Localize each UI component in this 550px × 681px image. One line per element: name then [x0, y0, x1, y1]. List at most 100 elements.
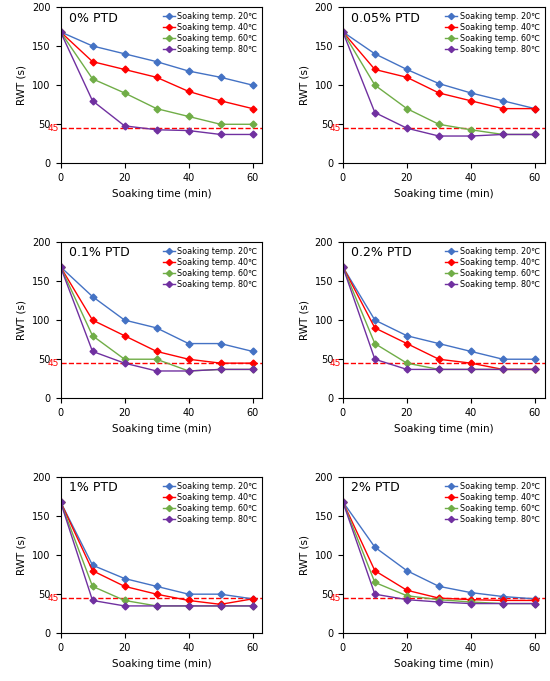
Line: Soaking temp. 80℃: Soaking temp. 80℃	[340, 499, 537, 606]
X-axis label: Soaking time (min): Soaking time (min)	[394, 424, 493, 434]
Y-axis label: RWT (s): RWT (s)	[16, 535, 27, 575]
Soaking temp. 40℃	[436, 355, 442, 364]
Soaking temp. 80℃	[249, 365, 256, 373]
Soaking temp. 60℃	[121, 355, 128, 364]
Soaking temp. 60℃	[249, 121, 256, 129]
Soaking temp. 20℃	[249, 347, 256, 355]
Line: Soaking temp. 40℃: Soaking temp. 40℃	[58, 264, 255, 366]
Soaking temp. 80℃	[121, 602, 128, 610]
Soaking temp. 60℃	[532, 599, 538, 607]
Line: Soaking temp. 60℃: Soaking temp. 60℃	[340, 264, 537, 372]
Soaking temp. 80℃	[89, 597, 96, 605]
Legend: Soaking temp. 20℃, Soaking temp. 40℃, Soaking temp. 60℃, Soaking temp. 80℃: Soaking temp. 20℃, Soaking temp. 40℃, So…	[162, 481, 258, 524]
Soaking temp. 40℃	[217, 600, 224, 608]
Soaking temp. 40℃	[532, 105, 538, 113]
Soaking temp. 60℃	[57, 263, 64, 271]
Y-axis label: RWT (s): RWT (s)	[16, 300, 27, 340]
X-axis label: Soaking time (min): Soaking time (min)	[112, 189, 211, 199]
Legend: Soaking temp. 20℃, Soaking temp. 40℃, Soaking temp. 60℃, Soaking temp. 80℃: Soaking temp. 20℃, Soaking temp. 40℃, So…	[162, 246, 258, 289]
Soaking temp. 80℃	[89, 97, 96, 105]
Soaking temp. 20℃	[217, 340, 224, 348]
Soaking temp. 80℃	[468, 132, 474, 140]
Soaking temp. 20℃	[57, 28, 64, 36]
Soaking temp. 20℃	[339, 263, 346, 271]
Soaking temp. 40℃	[185, 597, 192, 605]
Soaking temp. 20℃	[153, 58, 160, 66]
Soaking temp. 40℃	[153, 590, 160, 598]
Soaking temp. 60℃	[404, 105, 410, 113]
Line: Soaking temp. 80℃: Soaking temp. 80℃	[58, 264, 255, 373]
Text: 2% PTD: 2% PTD	[351, 481, 400, 494]
Soaking temp. 20℃	[404, 567, 410, 575]
Soaking temp. 60℃	[468, 126, 474, 134]
Soaking temp. 40℃	[217, 359, 224, 367]
Soaking temp. 60℃	[436, 121, 442, 129]
Soaking temp. 60℃	[532, 130, 538, 138]
Soaking temp. 40℃	[217, 97, 224, 105]
Soaking temp. 20℃	[372, 316, 378, 324]
X-axis label: Soaking time (min): Soaking time (min)	[394, 189, 493, 199]
Soaking temp. 60℃	[89, 582, 96, 590]
Soaking temp. 80℃	[185, 602, 192, 610]
Soaking temp. 60℃	[499, 365, 506, 373]
Soaking temp. 80℃	[499, 599, 506, 607]
Soaking temp. 60℃	[532, 365, 538, 373]
Soaking temp. 40℃	[532, 365, 538, 373]
Soaking temp. 40℃	[89, 567, 96, 575]
Soaking temp. 80℃	[121, 122, 128, 130]
Line: Soaking temp. 40℃: Soaking temp. 40℃	[340, 264, 537, 372]
Soaking temp. 20℃	[339, 498, 346, 506]
Soaking temp. 80℃	[153, 602, 160, 610]
Soaking temp. 80℃	[339, 263, 346, 271]
Line: Soaking temp. 20℃: Soaking temp. 20℃	[340, 29, 537, 111]
Soaking temp. 20℃	[57, 498, 64, 506]
Soaking temp. 80℃	[217, 365, 224, 373]
Soaking temp. 60℃	[372, 340, 378, 348]
Soaking temp. 60℃	[249, 365, 256, 373]
Soaking temp. 80℃	[372, 355, 378, 364]
Soaking temp. 80℃	[249, 602, 256, 610]
Text: 45: 45	[47, 124, 58, 133]
Line: Soaking temp. 80℃: Soaking temp. 80℃	[58, 29, 255, 137]
Soaking temp. 80℃	[468, 365, 474, 373]
Soaking temp. 80℃	[339, 498, 346, 506]
Soaking temp. 40℃	[436, 89, 442, 97]
Line: Soaking temp. 20℃: Soaking temp. 20℃	[58, 29, 255, 88]
Text: 0.2% PTD: 0.2% PTD	[351, 247, 411, 259]
Soaking temp. 20℃	[121, 574, 128, 582]
Soaking temp. 20℃	[372, 50, 378, 58]
Soaking temp. 60℃	[185, 367, 192, 375]
Y-axis label: RWT (s): RWT (s)	[299, 300, 309, 340]
Soaking temp. 20℃	[532, 355, 538, 364]
Soaking temp. 60℃	[436, 596, 442, 604]
Soaking temp. 60℃	[89, 75, 96, 83]
Soaking temp. 20℃	[89, 42, 96, 50]
Soaking temp. 80℃	[153, 126, 160, 134]
Soaking temp. 40℃	[57, 263, 64, 271]
Line: Soaking temp. 80℃: Soaking temp. 80℃	[340, 29, 537, 138]
Soaking temp. 80℃	[404, 596, 410, 604]
Soaking temp. 80℃	[404, 365, 410, 373]
Soaking temp. 80℃	[185, 127, 192, 135]
Soaking temp. 80℃	[185, 367, 192, 375]
Soaking temp. 40℃	[153, 74, 160, 82]
Soaking temp. 20℃	[404, 65, 410, 74]
Soaking temp. 80℃	[532, 365, 538, 373]
Soaking temp. 20℃	[249, 595, 256, 603]
Line: Soaking temp. 60℃: Soaking temp. 60℃	[58, 264, 255, 373]
Soaking temp. 20℃	[532, 105, 538, 113]
Soaking temp. 60℃	[57, 498, 64, 506]
Soaking temp. 20℃	[468, 347, 474, 355]
Legend: Soaking temp. 20℃, Soaking temp. 40℃, Soaking temp. 60℃, Soaking temp. 80℃: Soaking temp. 20℃, Soaking temp. 40℃, So…	[444, 246, 541, 289]
Soaking temp. 80℃	[532, 599, 538, 607]
Soaking temp. 20℃	[532, 595, 538, 603]
Soaking temp. 60℃	[121, 89, 128, 97]
Line: Soaking temp. 60℃: Soaking temp. 60℃	[340, 499, 537, 606]
Soaking temp. 40℃	[499, 105, 506, 113]
Soaking temp. 80℃	[121, 359, 128, 367]
Soaking temp. 20℃	[121, 316, 128, 324]
Soaking temp. 20℃	[217, 590, 224, 598]
Soaking temp. 20℃	[436, 80, 442, 88]
Soaking temp. 40℃	[499, 597, 506, 605]
Soaking temp. 80℃	[217, 130, 224, 138]
